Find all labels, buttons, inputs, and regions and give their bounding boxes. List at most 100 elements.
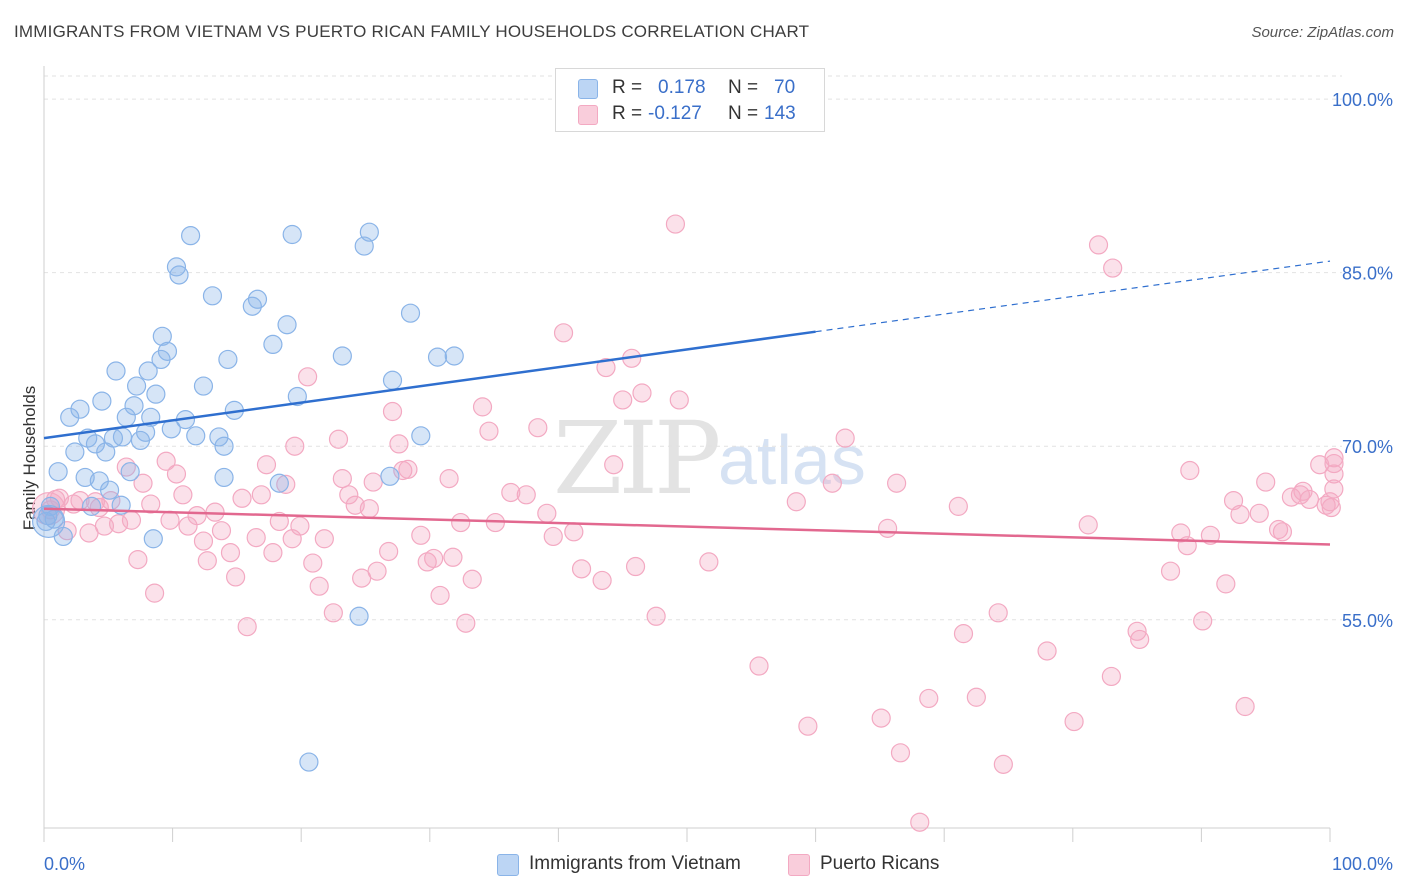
vietnam-point	[411, 426, 431, 446]
puerto-rican-point	[220, 543, 241, 563]
puerto-rican-point	[379, 541, 399, 562]
puerto-rican-point	[669, 390, 689, 410]
puerto-rican-point	[625, 556, 646, 577]
puerto-rican-point	[1160, 561, 1181, 581]
vietnam-point	[81, 496, 102, 516]
puerto-rican-point	[269, 511, 289, 532]
puerto-rican-point	[966, 687, 986, 707]
puerto-rican-point	[993, 754, 1013, 774]
vietnam-point	[214, 436, 234, 456]
vietnam-point	[106, 361, 126, 381]
puerto-rican-legend-swatch	[788, 854, 810, 876]
puerto-rican-point	[246, 528, 266, 548]
puerto-rican-point	[237, 617, 257, 637]
puerto-rican-point	[430, 585, 450, 606]
puerto-rican-point	[197, 551, 217, 571]
puerto-rican-point	[89, 497, 109, 518]
puerto-rican-point	[1101, 666, 1121, 687]
puerto-rican-point	[309, 576, 329, 596]
puerto-rican-point	[232, 488, 252, 508]
puerto-rican-point	[1290, 485, 1311, 505]
vietnam-point	[181, 226, 201, 246]
puerto-rican-point	[1299, 489, 1320, 510]
puerto-rican-point	[141, 494, 161, 514]
puerto-rican-point	[451, 512, 471, 533]
puerto-rican-point	[1324, 453, 1344, 474]
n-label: N =	[728, 103, 759, 124]
puerto-rican-point	[187, 506, 207, 526]
puerto-rican-point	[156, 451, 176, 471]
vietnam-point	[92, 391, 112, 411]
puerto-rican-point	[251, 485, 271, 505]
puerto-rican-point	[528, 418, 548, 438]
vietnam-point	[202, 286, 223, 306]
puerto-rican-point	[328, 429, 349, 449]
puerto-rican-point	[1324, 479, 1344, 499]
n-value-vietnam: 70	[774, 77, 796, 98]
puerto-rican-point	[871, 708, 891, 728]
puerto-rican-point	[439, 469, 459, 489]
vietnam-swatch	[578, 79, 598, 99]
vietnam-point	[65, 442, 85, 462]
puerto-rican-point	[646, 606, 666, 626]
puerto-rican-point	[1130, 629, 1150, 650]
puerto-rican-point	[160, 510, 180, 530]
vietnam-point	[146, 384, 166, 404]
puerto-rican-point	[193, 531, 214, 551]
puerto-rican-point	[613, 390, 633, 410]
vietnam-point	[400, 303, 421, 323]
puerto-rican-point	[462, 569, 482, 589]
vietnam-point	[193, 376, 214, 396]
puerto-rican-point	[596, 357, 616, 378]
vietnam-legend-swatch	[497, 854, 519, 876]
x-tick-label-max: 100.0%	[1332, 854, 1393, 874]
vietnam-point	[112, 427, 133, 447]
puerto-rican-point	[166, 464, 187, 484]
puerto-rican-point	[332, 469, 352, 489]
puerto-rican-point	[988, 603, 1008, 623]
puerto-rican-point	[910, 812, 930, 832]
vietnam-point	[126, 376, 147, 396]
vietnam-point	[186, 426, 206, 446]
puerto-rican-point	[256, 455, 277, 475]
vietnam-point	[143, 529, 163, 549]
vietnam-point	[157, 341, 178, 361]
vietnam-legend-label: Immigrants from Vietnam	[529, 853, 741, 874]
puerto-rican-point	[226, 567, 246, 587]
puerto-rican-point	[798, 716, 818, 736]
puerto-rican-point	[786, 492, 806, 512]
vietnam-point	[214, 467, 234, 488]
puerto-rican-point	[878, 518, 898, 538]
vietnam-point-large	[31, 504, 66, 539]
vietnam-trend-extension	[815, 260, 1331, 333]
vietnam-point	[277, 315, 297, 335]
puerto-rican-point	[890, 743, 911, 763]
vietnam-point	[124, 396, 144, 416]
puerto-rican-point	[1180, 460, 1200, 481]
puerto-rican-point	[290, 516, 310, 536]
puerto-rican-point	[323, 603, 343, 623]
puerto-rican-point	[1193, 611, 1213, 631]
puerto-rican-point	[1216, 574, 1236, 594]
puerto-rican-point	[564, 522, 584, 542]
vietnam-point	[48, 462, 68, 482]
puerto-rican-point	[479, 421, 499, 441]
vietnam-point	[36, 511, 56, 532]
puerto-rican-point	[948, 496, 968, 516]
vietnam-point	[120, 462, 140, 482]
puerto-rican-point	[424, 548, 444, 569]
puerto-rican-point	[389, 434, 409, 454]
puerto-rican-point	[173, 485, 193, 505]
vietnam-point	[359, 222, 379, 242]
vietnam-point	[269, 473, 289, 493]
puerto-rican-point	[835, 428, 855, 448]
puerto-rican-point	[298, 367, 318, 387]
x-tick-label-min: 0.0%	[44, 854, 85, 874]
puerto-rican-point	[822, 473, 842, 493]
vietnam-point	[247, 289, 268, 309]
puerto-rican-point	[1235, 696, 1255, 717]
puerto-rican-point	[94, 516, 115, 536]
puerto-rican-point	[128, 549, 148, 570]
puerto-rican-point	[382, 401, 403, 422]
